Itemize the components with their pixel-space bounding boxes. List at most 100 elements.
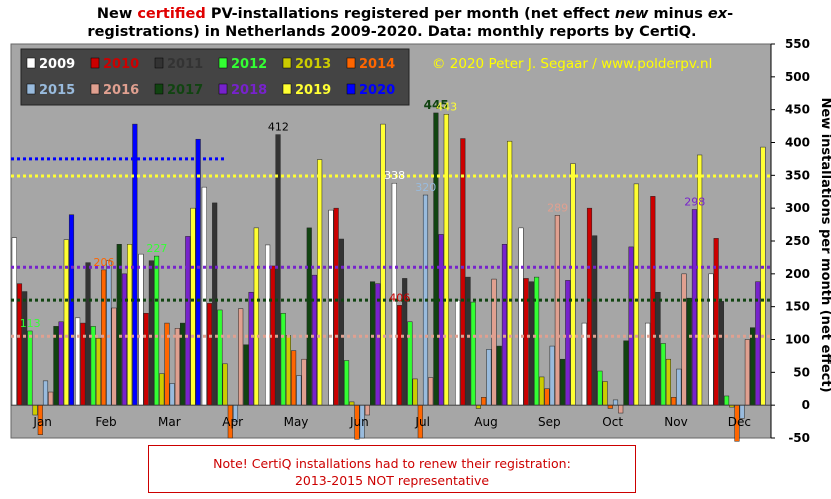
note-box: Note! CertiQ installations had to renew … xyxy=(148,445,636,493)
bar-2012-Dec xyxy=(724,395,730,406)
data-label: 443 xyxy=(436,100,457,113)
chart-title-line-2: registrations) in Netherlands 2009-2020.… xyxy=(87,24,696,40)
x-tick-label-May: May xyxy=(284,415,309,429)
bar-2018-Apr xyxy=(248,291,254,406)
bar-2012-Jan xyxy=(27,330,33,406)
bar-2011-Jun xyxy=(338,238,344,406)
bar-2017-May xyxy=(306,227,312,406)
bar-2009-Jan xyxy=(11,237,17,406)
legend-label-2017: 2017 xyxy=(167,83,203,98)
bar-2016-Mar xyxy=(174,328,180,406)
bar-2011-Oct xyxy=(592,235,598,406)
bar-2014-Aug xyxy=(481,397,487,406)
y-tick-label: -50 xyxy=(788,431,810,445)
bar-2019-May xyxy=(317,159,323,406)
bar-2018-Jul xyxy=(438,234,444,406)
bar-2009-Apr xyxy=(201,186,207,406)
y-axis-label: New installations per month (net effect) xyxy=(818,97,831,392)
data-label: 320 xyxy=(415,181,436,194)
bar-2011-Aug xyxy=(465,276,471,406)
bar-2010-Apr xyxy=(206,303,213,406)
bar-2015-May xyxy=(296,375,302,406)
bar-2019-Jan xyxy=(63,239,69,406)
bar-2012-Apr xyxy=(217,309,223,406)
bar-2019-Sep xyxy=(570,163,576,406)
bar-2012-Jul xyxy=(407,321,413,406)
bar-2015-Jan xyxy=(42,380,49,406)
bar-2011-Jan xyxy=(22,291,28,406)
y-tick-label: 550 xyxy=(785,37,810,51)
month-band xyxy=(11,408,771,438)
bar-2015-Mar xyxy=(169,383,175,406)
y-tick-label: 250 xyxy=(785,234,810,248)
bar-2009-Sep xyxy=(518,227,524,406)
bar-2010-Mar xyxy=(143,312,149,406)
bar-2016-Jan xyxy=(48,391,54,406)
y-tick-label: 100 xyxy=(785,333,810,347)
x-tick-label-Nov: Nov xyxy=(664,415,687,429)
bar-2014-Oct xyxy=(607,404,613,409)
data-label: 113 xyxy=(20,317,41,330)
bar-2009-Aug xyxy=(455,299,461,406)
data-label: 406 xyxy=(389,291,410,304)
bar-2013-Sep xyxy=(539,376,545,406)
legend-swatch-2010 xyxy=(90,57,100,69)
note-line-2: 2013-2015 NOT representative xyxy=(294,473,490,488)
bar-2017-Jul xyxy=(433,112,439,406)
bar-2009-Jun xyxy=(328,209,334,406)
bar-2013-Oct xyxy=(602,381,608,406)
bar-2016-Nov xyxy=(681,273,687,406)
y-tick-label: 200 xyxy=(785,267,810,281)
bar-2013-Apr xyxy=(222,363,228,406)
bar-2013-Mar xyxy=(159,373,165,406)
bar-2017-Jan xyxy=(53,326,59,406)
bar-2013-Nov xyxy=(665,358,671,406)
y-tick-label: 500 xyxy=(785,70,810,84)
bar-2012-Oct xyxy=(597,370,603,406)
data-label: 338 xyxy=(384,169,405,182)
x-tick-label-Jan: Jan xyxy=(32,415,52,429)
bar-2014-Nov xyxy=(671,397,677,406)
bar-2018-Jan xyxy=(58,321,64,406)
bar-2010-Sep xyxy=(523,278,529,406)
bar-2019-Nov xyxy=(697,154,703,406)
bar-2014-May xyxy=(291,350,297,406)
bar-2009-Dec xyxy=(708,273,714,406)
legend-label-2014: 2014 xyxy=(359,57,395,72)
bar-2020-Mar xyxy=(195,138,201,406)
bar-2019-Jul xyxy=(443,114,449,406)
legend-label-2020: 2020 xyxy=(359,83,395,98)
bar-2016-Dec xyxy=(744,339,750,406)
bar-2011-Apr xyxy=(212,202,218,406)
bar-2015-Oct xyxy=(612,399,619,406)
bar-2015-Sep xyxy=(549,345,555,406)
legend-swatch-2019 xyxy=(282,83,292,95)
bar-2017-Aug xyxy=(496,345,502,406)
bar-2014-Sep xyxy=(544,388,550,406)
bar-2020-Jan xyxy=(68,214,75,406)
x-tick-label-Feb: Feb xyxy=(95,415,116,429)
legend-label-2013: 2013 xyxy=(295,57,331,72)
y-tick-label: 300 xyxy=(785,201,810,215)
bar-2017-Nov xyxy=(686,297,692,406)
bar-2016-Apr xyxy=(238,308,244,406)
bar-2012-Jun xyxy=(344,360,350,406)
bar-2011-Dec xyxy=(718,301,724,406)
bar-2015-Feb xyxy=(106,260,112,406)
bar-2019-Apr xyxy=(253,227,259,406)
legend-swatch-2018 xyxy=(218,83,228,95)
data-label: 445 xyxy=(424,98,449,112)
bar-2013-Jun xyxy=(349,401,355,406)
bar-2011-Mar xyxy=(148,260,154,406)
legend-swatch-2017 xyxy=(154,83,164,95)
bar-2017-Sep xyxy=(560,358,566,406)
x-tick-label-Sep: Sep xyxy=(538,415,561,429)
legend-swatch-2020 xyxy=(346,83,356,95)
y-tick-label: 350 xyxy=(785,168,810,182)
copyright-text: © 2020 Peter J. Segaar / www.polderpv.nl xyxy=(432,56,712,72)
data-label: 298 xyxy=(684,195,705,208)
bar-2018-Nov xyxy=(691,209,697,406)
bar-2019-Oct xyxy=(633,183,639,406)
